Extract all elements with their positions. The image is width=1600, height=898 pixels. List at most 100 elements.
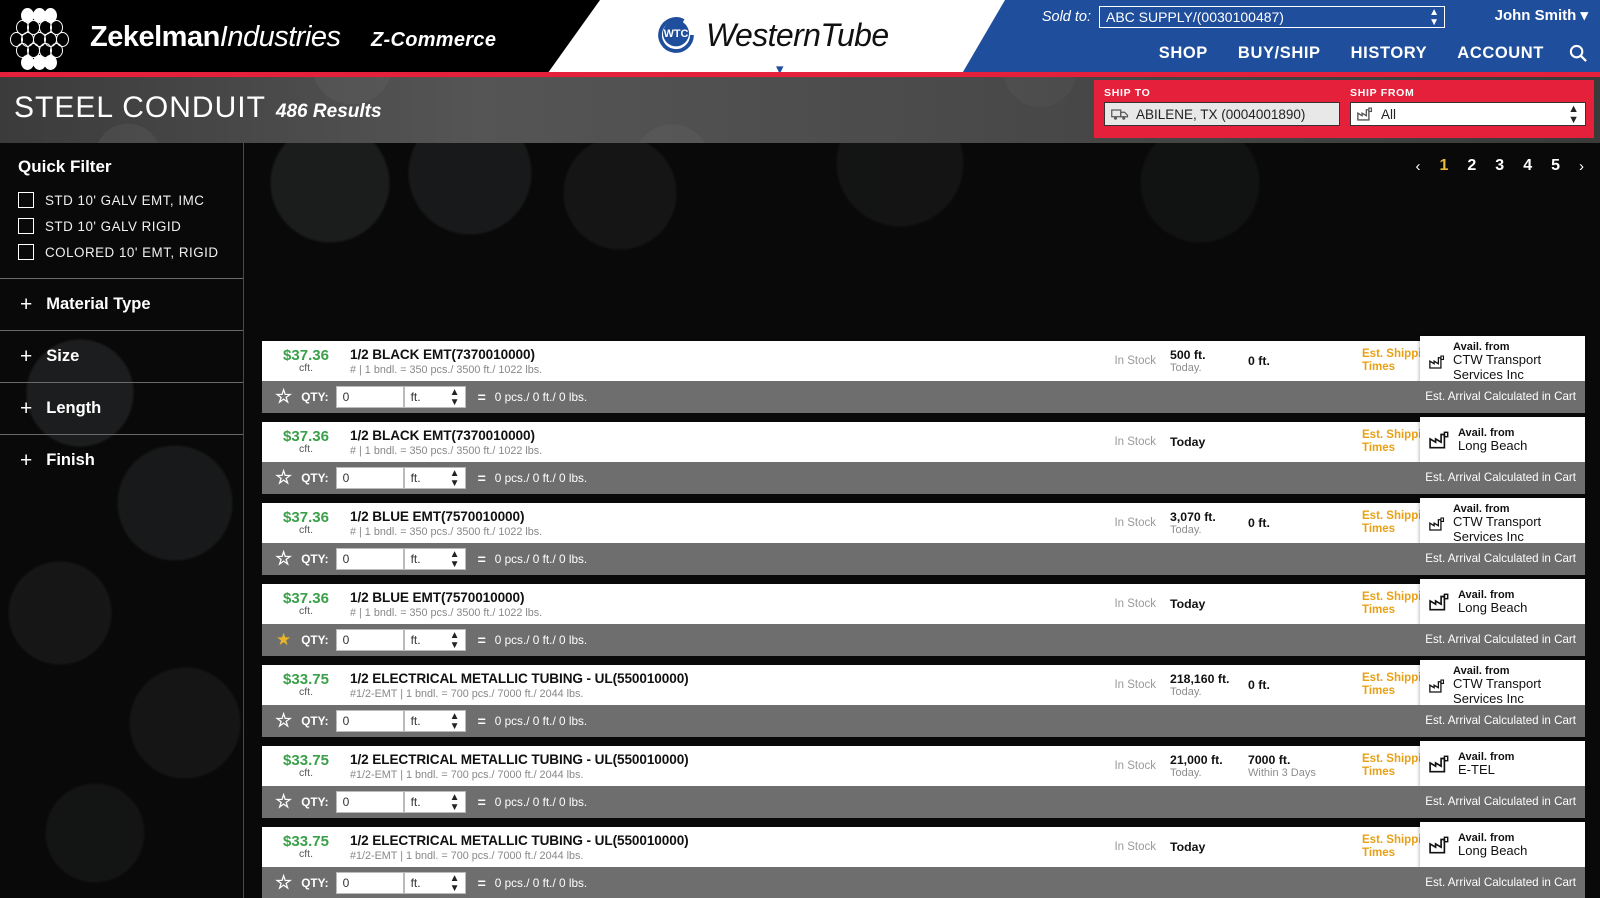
favorite-star-icon[interactable]: ★ bbox=[275, 791, 292, 811]
result-count: 486 Results bbox=[275, 101, 382, 122]
avail-from-value: CTW Transport Services Inc bbox=[1453, 352, 1542, 382]
nav-shop[interactable]: SHOP bbox=[1158, 44, 1208, 62]
avail-from-label: Avail. from bbox=[1453, 503, 1510, 515]
unit-select[interactable]: ft. ▲ ▼ bbox=[403, 629, 466, 651]
pagination-page-3[interactable]: 3 bbox=[1495, 157, 1505, 174]
equals-sign: = bbox=[477, 632, 486, 648]
brand-sub: Z-Commerce bbox=[370, 28, 497, 51]
quick-filter-item[interactable]: STD 10' GALV EMT, IMC bbox=[0, 187, 243, 213]
pagination-prev[interactable]: ‹ bbox=[1415, 157, 1421, 175]
unit-select[interactable]: ft. ▲ ▼ bbox=[403, 386, 466, 408]
favorite-star-icon[interactable]: ★ bbox=[275, 467, 292, 487]
product-name[interactable]: 1/2 ELECTRICAL METALLIC TUBING - UL(5500… bbox=[350, 670, 689, 686]
favorite-star-icon[interactable]: ★ bbox=[275, 872, 292, 892]
price-unit: cft. bbox=[298, 767, 313, 780]
availability-box: Avail. from Long Beach bbox=[1420, 822, 1585, 868]
product-description: #1/2-EMT | 1 bndl. = 700 pcs./ 7000 ft./… bbox=[350, 768, 584, 781]
qty-input[interactable]: 0 bbox=[335, 710, 404, 732]
calculated-totals: 0 pcs./ 0 ft./ 0 lbs. bbox=[494, 876, 588, 890]
calculated-totals: 0 pcs./ 0 ft./ 0 lbs. bbox=[494, 552, 588, 566]
pagination-page-4[interactable]: 4 bbox=[1523, 157, 1533, 174]
nav-history[interactable]: HISTORY bbox=[1350, 44, 1428, 62]
search-icon[interactable] bbox=[1569, 44, 1588, 68]
facet-label: Material Type bbox=[46, 295, 151, 313]
zekelman-logo[interactable]: ZekelmanIndustries Z-Commerce bbox=[10, 6, 497, 71]
quick-filter-item[interactable]: STD 10' GALV RIGID bbox=[0, 213, 243, 239]
est-shipping-times-link[interactable]: Est. Shipping Times bbox=[1362, 509, 1436, 535]
chevron-down-icon[interactable]: ▾ bbox=[776, 61, 784, 77]
unit-select[interactable]: ft. ▲ ▼ bbox=[403, 467, 466, 489]
avail-from-label: Avail. from bbox=[1458, 831, 1515, 844]
qty-label: QTY: bbox=[301, 876, 329, 890]
est-shipping-times-link[interactable]: Est. Shipping Times bbox=[1362, 590, 1436, 616]
quick-filter-label: COLORED 10' EMT, RIGID bbox=[45, 244, 219, 260]
arrival-note: Est. Arrival Calculated in Cart bbox=[1425, 552, 1576, 565]
factory-icon bbox=[1357, 107, 1373, 121]
est-shipping-times-link[interactable]: Est. Shipping Times bbox=[1362, 428, 1436, 454]
est-shipping-times-link[interactable]: Est. Shipping Times bbox=[1362, 347, 1436, 373]
unit-select[interactable]: ft. ▲ ▼ bbox=[403, 710, 466, 732]
equals-sign: = bbox=[477, 794, 486, 810]
avail-from-label: Avail. from bbox=[1458, 426, 1515, 439]
sidebar-facet-length[interactable]: + Length bbox=[0, 382, 243, 434]
availability-text: Avail. from CTW Transport Services Inc bbox=[1453, 341, 1579, 382]
est-shipping-times-link[interactable]: Est. Shipping Times bbox=[1362, 752, 1436, 778]
est-shipping-times-link[interactable]: Est. Shipping Times bbox=[1362, 671, 1436, 697]
qty-input[interactable]: 0 bbox=[335, 872, 404, 894]
qty-input[interactable]: 0 bbox=[335, 548, 404, 570]
favorite-star-icon[interactable]: ★ bbox=[275, 386, 292, 406]
facet-label: Finish bbox=[46, 451, 95, 469]
availability-box: Avail. from CTW Transport Services Inc bbox=[1420, 660, 1585, 712]
qty-input[interactable]: 0 bbox=[335, 629, 404, 651]
qty-input[interactable]: 0 bbox=[335, 791, 404, 813]
sidebar-facet-finish[interactable]: + Finish bbox=[0, 434, 243, 486]
favorite-star-icon[interactable]: ★ bbox=[275, 710, 292, 730]
pagination-next[interactable]: › bbox=[1579, 157, 1584, 175]
price-unit: cft. bbox=[298, 362, 313, 375]
est-shipping-times-link[interactable]: Est. Shipping Times bbox=[1362, 833, 1436, 859]
in-stock-label: In Stock bbox=[1114, 841, 1156, 853]
unit-select[interactable]: ft. ▲ ▼ bbox=[403, 548, 466, 570]
factory-icon bbox=[1429, 517, 1445, 531]
pagination-page-5[interactable]: 5 bbox=[1551, 157, 1560, 174]
product-price: $37.36 cft. bbox=[262, 347, 350, 375]
sidebar-facet-size[interactable]: + Size bbox=[0, 330, 243, 382]
arrival-note: Est. Arrival Calculated in Cart bbox=[1425, 876, 1576, 889]
stock-qty-primary: 21,000 ft. Today. bbox=[1170, 752, 1223, 779]
plus-icon: + bbox=[20, 344, 33, 368]
product-name[interactable]: 1/2 BLUE EMT(7570010000) bbox=[350, 508, 525, 524]
pagination-page-1[interactable]: 1 bbox=[1439, 157, 1449, 174]
pagination-page-2[interactable]: 2 bbox=[1467, 157, 1477, 174]
sold-to-select[interactable]: ABC SUPPLY/(0030100487) ▲ ▼ bbox=[1099, 6, 1445, 28]
favorite-star-icon[interactable]: ★ bbox=[275, 548, 292, 568]
header-black-panel bbox=[0, 0, 600, 77]
qty-label: QTY: bbox=[301, 471, 329, 485]
product-name[interactable]: 1/2 ELECTRICAL METALLIC TUBING - UL(5500… bbox=[350, 751, 689, 767]
western-tube-logo[interactable]: WTC WesternTube bbox=[655, 14, 889, 56]
user-menu[interactable]: John Smith ▾ bbox=[1494, 7, 1588, 24]
nav-account[interactable]: ACCOUNT bbox=[1457, 44, 1544, 62]
product-name[interactable]: 1/2 BLACK EMT(7370010000) bbox=[350, 346, 535, 362]
product-order-bar: ★ QTY: 0 ft. ▲ ▼ = 0 pcs./ 0 ft./ 0 lbs. E… bbox=[262, 705, 1585, 737]
product-price: $33.75 cft. bbox=[262, 833, 350, 861]
favorite-star-icon[interactable]: ★ bbox=[276, 630, 292, 649]
quick-filter-label: STD 10' GALV EMT, IMC bbox=[45, 192, 205, 208]
sidebar-facet-material-type[interactable]: + Material Type bbox=[0, 278, 243, 330]
product-order-bar: ★ QTY: 0 ft. ▲ ▼ = 0 pcs./ 0 ft./ 0 lbs. E… bbox=[262, 462, 1585, 494]
ship-from-select[interactable]: All ▲ ▼ bbox=[1350, 102, 1586, 126]
unit-select[interactable]: ft. ▲ ▼ bbox=[403, 791, 466, 813]
product-name[interactable]: 1/2 ELECTRICAL METALLIC TUBING - UL(5500… bbox=[350, 832, 689, 848]
qty-input[interactable]: 0 bbox=[335, 386, 404, 408]
product-summary: $33.75 cft. 1/2 ELECTRICAL METALLIC TUBIN… bbox=[262, 660, 1585, 712]
checkbox[interactable] bbox=[18, 244, 34, 260]
product-info: 1/2 BLACK EMT(7370010000) # | 1 bndl. = … bbox=[350, 347, 1080, 376]
unit-select[interactable]: ft. ▲ ▼ bbox=[403, 872, 466, 894]
nav-buy-ship[interactable]: BUY/SHIP bbox=[1237, 44, 1321, 62]
product-name[interactable]: 1/2 BLUE EMT(7570010000) bbox=[350, 589, 525, 605]
checkbox[interactable] bbox=[18, 192, 34, 208]
product-name[interactable]: 1/2 BLACK EMT(7370010000) bbox=[350, 427, 535, 443]
qty-input[interactable]: 0 bbox=[335, 467, 404, 489]
ship-to-select[interactable]: ABILENE, TX (0004001890) bbox=[1104, 102, 1340, 126]
quick-filter-item[interactable]: COLORED 10' EMT, RIGID bbox=[0, 239, 243, 265]
checkbox[interactable] bbox=[18, 218, 34, 234]
